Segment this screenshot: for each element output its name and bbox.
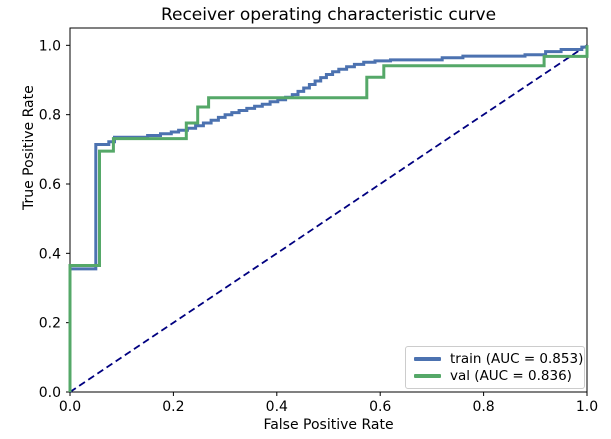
train-line-swatch — [414, 357, 441, 362]
legend-label-val: val (AUC = 0.836) — [450, 367, 572, 384]
x-axis-label: False Positive Rate — [263, 417, 394, 433]
x-tick-label: 0.6 — [369, 399, 391, 415]
legend-entry-val: val (AUC = 0.836) — [414, 368, 576, 385]
y-tick-label: 0.4 — [39, 246, 61, 262]
chart-title: Receiver operating characteristic curve — [160, 5, 497, 25]
val-curve — [68, 45, 589, 392]
x-tick-label: 0.4 — [266, 399, 288, 415]
y-tick-label: 0.2 — [39, 316, 61, 332]
x-tick-label: 0.0 — [59, 399, 81, 415]
x-tick-label: 0.2 — [162, 399, 184, 415]
chance-curve — [69, 44, 588, 393]
x-tick-label: 1.0 — [576, 399, 598, 415]
legend-label-train: train (AUC = 0.853) — [450, 351, 584, 368]
y-tick-label: 0.6 — [39, 177, 61, 193]
y-tick-label: 0.8 — [39, 108, 61, 124]
y-tick-label: 1.0 — [39, 38, 61, 54]
axes-frame — [69, 27, 588, 393]
y-tick-label: 0.0 — [39, 385, 61, 401]
val-line-swatch — [414, 373, 441, 378]
legend-entry-train: train (AUC = 0.853) — [414, 351, 583, 368]
legend: train (AUC = 0.853) val (AUC = 0.836) — [405, 346, 585, 389]
x-tick-label: 0.8 — [472, 399, 494, 415]
